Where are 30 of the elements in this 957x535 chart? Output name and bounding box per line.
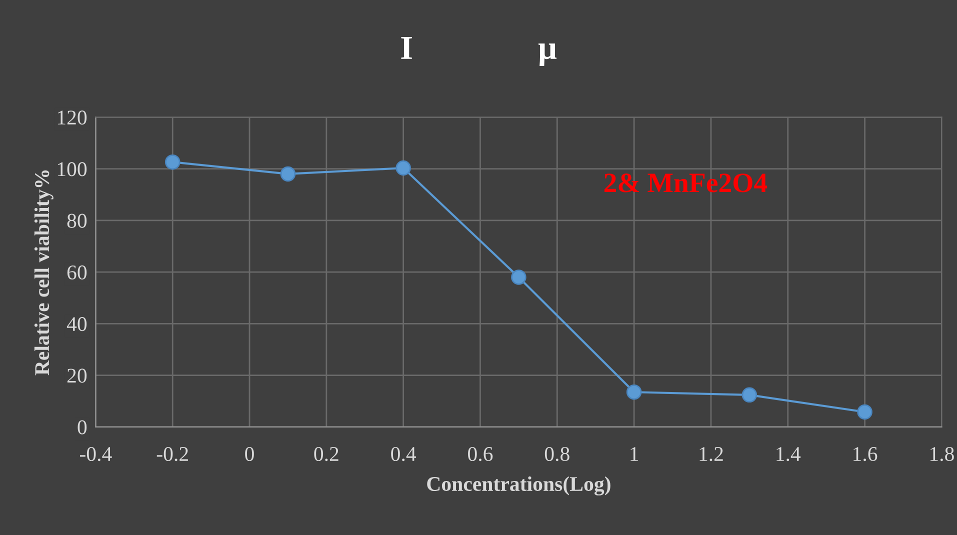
x-tick-label: 1.2 (700, 447, 723, 462)
x-tick-label: 1.4 (776, 447, 801, 462)
point (164, 154, 180, 170)
y-tick-label: 20 (67, 368, 87, 383)
y-axis-title: Relative cell viability% (34, 170, 54, 376)
point (626, 384, 642, 400)
x-tick-label: -0.2 (156, 446, 188, 462)
y-tick-label: 80 (67, 214, 87, 228)
x-tick-label: 0.2 (314, 446, 338, 462)
x-tick-label: 1.6 (854, 447, 878, 462)
x-tick-label: 1 (630, 447, 638, 461)
x-tick-label: 1.8 (930, 446, 954, 462)
point (511, 270, 526, 285)
point (742, 387, 758, 403)
y-tick-label: 0 (78, 420, 87, 434)
point (280, 166, 296, 182)
x-tick-label: -0.4 (80, 446, 112, 462)
point (857, 404, 872, 420)
x-tick-label: 0.8 (544, 446, 570, 462)
chart-title: I μ (401, 37, 557, 66)
point (396, 160, 411, 176)
y-tick-label: 40 (66, 317, 87, 332)
x-tick-label: 0.6 (468, 446, 493, 462)
x-axis-title: Concentrations(Log) (427, 476, 610, 496)
x-tick-label: 0.4 (391, 446, 416, 462)
y-tick-label: 120 (58, 110, 87, 125)
y-tick-label: 100 (58, 162, 87, 176)
x-tick-label: 0 (245, 446, 254, 462)
y-tick-label: 60 (67, 265, 87, 280)
annotation: 2& MnFe2O4 (604, 174, 768, 192)
